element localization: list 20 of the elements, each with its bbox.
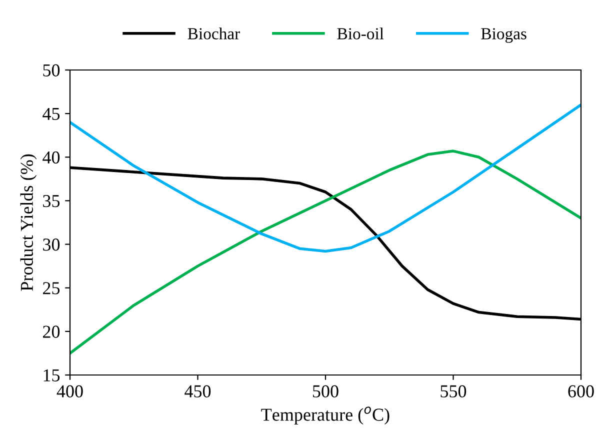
- y-axis-title: Product Yields (%): [20, 154, 37, 291]
- line-series: [70, 103, 581, 253]
- x-tick-label: 400: [56, 385, 83, 398]
- y-tick-label: 40: [42, 151, 60, 164]
- y-tick-label: 15: [44, 369, 60, 382]
- legend-label: Biogas: [481, 28, 526, 43]
- y-tick-label: 20: [43, 326, 60, 338]
- y-tick-label: 45: [42, 108, 60, 120]
- y-tick-label: 50: [43, 64, 60, 76]
- y-tick-label: 35: [43, 195, 60, 208]
- x-axis-title: Temperature ($^{o}$C): [261, 406, 390, 424]
- x-tick-label: 600: [568, 385, 594, 398]
- x-tick-label: 550: [440, 385, 466, 398]
- x-tick-label: 500: [313, 385, 338, 398]
- legend-label: Biochar: [188, 28, 240, 40]
- x-tick-label: 450: [184, 385, 211, 398]
- y-tick-label: 25: [43, 282, 60, 294]
- legend-label: Bio-oil: [337, 28, 384, 40]
- line-series: [70, 150, 581, 355]
- y-tick-label: 30: [43, 238, 60, 251]
